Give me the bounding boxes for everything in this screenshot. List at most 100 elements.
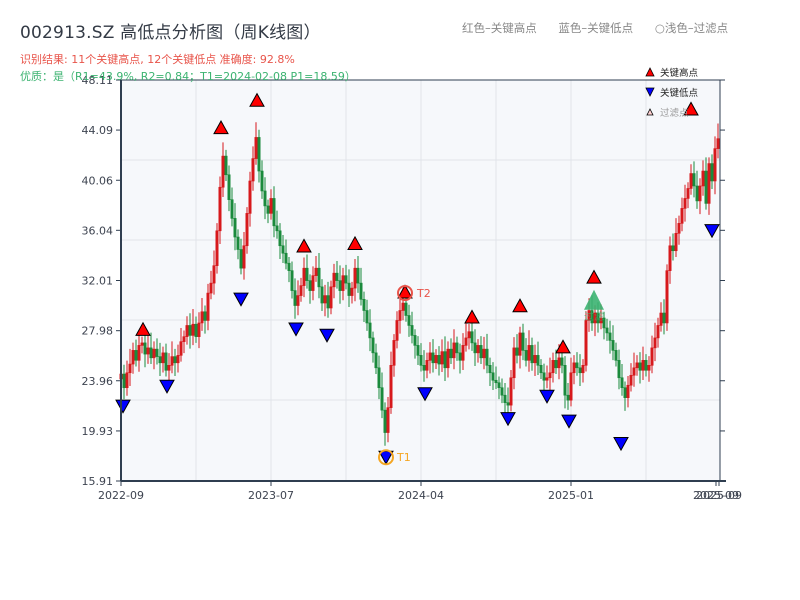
key-high-icon xyxy=(586,269,602,284)
candle-up xyxy=(182,336,186,342)
candle-up xyxy=(587,310,591,321)
candle-down xyxy=(638,362,642,371)
candle-up xyxy=(686,188,690,199)
candle-down xyxy=(566,394,570,401)
candle-down xyxy=(224,155,228,176)
t1-label: T1 xyxy=(396,451,411,464)
candle-up xyxy=(221,155,225,188)
candle-up xyxy=(302,267,306,286)
candle-down xyxy=(560,357,564,366)
candle-up xyxy=(518,332,522,356)
x-tick-label: 2023-07 xyxy=(248,489,294,502)
candle-up xyxy=(452,342,456,359)
candle-up xyxy=(482,348,486,359)
candle-up xyxy=(245,213,249,247)
key-high-icon xyxy=(347,235,363,250)
candle-down xyxy=(320,286,324,304)
candle-down xyxy=(473,342,477,354)
candle-down xyxy=(287,262,291,271)
candle-down xyxy=(317,267,321,288)
candle-up xyxy=(707,163,711,204)
candle-up xyxy=(248,180,252,214)
candle-down xyxy=(620,377,624,389)
candle-down xyxy=(506,402,510,406)
candle-up xyxy=(545,377,549,381)
candle-down xyxy=(530,345,534,364)
candle-up xyxy=(440,351,444,365)
candle-down xyxy=(695,185,699,202)
candle-down xyxy=(134,350,138,361)
key-high-icon xyxy=(213,120,229,135)
candle-up xyxy=(680,208,684,224)
candle-down xyxy=(437,355,441,365)
filtered-point-icon xyxy=(584,289,604,310)
candle-up xyxy=(635,362,639,369)
candle-up xyxy=(299,285,303,296)
candle-up xyxy=(716,138,720,149)
candle-down xyxy=(266,205,270,214)
key-high-icon xyxy=(135,321,151,336)
candle-up xyxy=(392,340,396,366)
candle-down xyxy=(347,282,351,296)
y-tick-label: 19.93 xyxy=(82,425,114,438)
candle-down xyxy=(500,387,504,396)
candle-up xyxy=(656,325,660,339)
candle-down xyxy=(455,342,459,354)
candle-down xyxy=(539,365,543,374)
candle-up xyxy=(218,186,222,232)
candle-up xyxy=(698,185,702,202)
candle-up xyxy=(254,137,258,159)
candle-up xyxy=(341,275,345,291)
candle-down xyxy=(416,345,420,356)
chart-title: 002913.SZ 高低点分析图（周K线图） xyxy=(20,23,321,43)
candle-down xyxy=(377,367,381,389)
candle-up xyxy=(647,365,651,371)
candle-up xyxy=(179,341,183,356)
candle-down xyxy=(122,373,126,389)
candle-down xyxy=(335,272,339,281)
candle-down xyxy=(515,347,519,356)
candle-up xyxy=(713,148,717,182)
candle-down xyxy=(524,350,528,361)
candle-down xyxy=(542,372,546,381)
candle-down xyxy=(671,245,675,252)
candle-down xyxy=(491,372,495,381)
key-low-icon xyxy=(561,414,577,429)
candle-up xyxy=(461,345,465,361)
key-low-icon xyxy=(233,292,249,307)
candle-down xyxy=(239,249,243,269)
candle-up xyxy=(389,365,393,408)
candle-down xyxy=(449,348,453,359)
candle-up xyxy=(629,374,633,386)
t2-ring xyxy=(397,285,413,302)
candle-up xyxy=(140,342,144,346)
candle-up xyxy=(242,245,246,269)
legend-high-label: 关键高点 xyxy=(660,67,699,79)
quality-summary: 优质：是（R1=43.9%, R2=0.84；T1=2024-02-08 P1=… xyxy=(20,70,356,83)
candle-down xyxy=(326,295,330,309)
y-tick-label: 36.04 xyxy=(82,224,114,237)
candle-down xyxy=(662,312,666,324)
candle-down xyxy=(371,337,375,354)
gridlines xyxy=(121,80,720,481)
key-low-icon xyxy=(613,437,629,452)
candle-up xyxy=(512,347,516,379)
candle-up xyxy=(314,267,318,276)
candle-up xyxy=(200,311,204,324)
legend-low-label: 关键低点 xyxy=(660,87,699,99)
key-low-icon xyxy=(288,322,304,337)
candle-up xyxy=(599,317,603,324)
candle-down xyxy=(284,252,288,264)
legend-filtered-label: 过滤点 xyxy=(660,107,689,119)
candle-down xyxy=(422,365,426,371)
filtered-label: 过滤 xyxy=(584,310,604,323)
candle-down xyxy=(383,409,387,433)
key-low-icon xyxy=(417,387,433,402)
candle-up xyxy=(323,295,327,304)
candle-down xyxy=(362,299,366,311)
candle-up xyxy=(131,350,135,365)
y-tick-label: 15.91 xyxy=(82,475,114,488)
t2-label: T2 xyxy=(416,287,431,300)
